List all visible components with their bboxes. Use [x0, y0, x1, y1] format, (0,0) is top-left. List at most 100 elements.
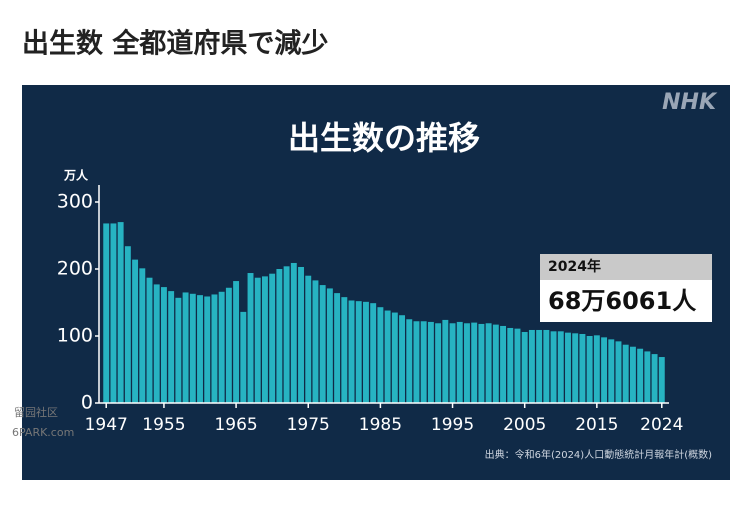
y-tick-label: 200	[57, 258, 93, 280]
bar	[240, 311, 247, 403]
bar	[514, 328, 521, 403]
bar	[124, 246, 131, 403]
bar	[478, 323, 485, 403]
bar	[182, 292, 189, 403]
bar	[117, 222, 124, 403]
watermark: 6PARK.com	[12, 426, 74, 439]
bar	[290, 262, 297, 403]
y-tick-label: 100	[57, 325, 93, 347]
bar	[153, 284, 160, 403]
x-tick-label: 1985	[359, 415, 402, 435]
callout-body	[540, 280, 712, 322]
bar	[254, 277, 261, 403]
bar	[521, 331, 528, 403]
bar	[370, 303, 377, 403]
x-tick-label: 2015	[575, 415, 618, 435]
bar	[471, 322, 478, 403]
bar	[485, 323, 492, 403]
bar	[103, 223, 110, 403]
bar	[168, 291, 175, 403]
bar	[637, 348, 644, 403]
bar	[658, 357, 665, 403]
bar	[197, 295, 203, 403]
x-tick-label: 1995	[431, 415, 474, 435]
bar	[377, 307, 384, 403]
y-unit: 万人	[63, 168, 89, 183]
callout-title: 2024年	[548, 258, 601, 275]
bar	[427, 321, 434, 403]
bar	[629, 346, 636, 403]
bar	[442, 319, 449, 403]
chart-title: 出生数の推移	[288, 119, 480, 157]
bar	[305, 275, 312, 403]
bar	[225, 287, 232, 403]
bar	[492, 324, 499, 403]
watermark: 留园社区	[14, 405, 58, 419]
y-tick-label: 0	[81, 392, 93, 414]
x-tick-label: 1975	[287, 415, 330, 435]
bar	[601, 337, 608, 403]
bar	[132, 259, 139, 403]
bar	[413, 321, 420, 403]
bar	[622, 344, 629, 403]
bar	[586, 336, 593, 403]
bar	[543, 329, 550, 403]
bar	[334, 293, 341, 403]
bar	[384, 310, 391, 403]
logo: NHK	[662, 90, 718, 115]
y-tick-label: 300	[57, 191, 93, 213]
bar	[449, 323, 456, 403]
bar	[391, 312, 398, 403]
x-tick-label: 1955	[142, 415, 185, 435]
bar	[565, 332, 571, 403]
bar	[110, 223, 117, 403]
bar	[341, 297, 348, 403]
bar	[218, 291, 225, 403]
bar	[464, 323, 470, 403]
bar	[233, 281, 240, 403]
bar	[283, 266, 290, 403]
bar	[326, 288, 333, 403]
page-title: 出生数 全都道府県で減少	[22, 28, 328, 60]
bar	[211, 294, 218, 403]
bar	[276, 269, 283, 403]
bar	[146, 277, 153, 403]
bar	[298, 266, 304, 403]
bar	[247, 273, 254, 403]
bar	[435, 323, 442, 403]
x-tick-label: 1947	[85, 415, 128, 435]
source: 出典：令和6年(2024)人口動態統計月報年計(概数)	[485, 448, 713, 461]
bar	[557, 331, 564, 403]
bar	[579, 333, 586, 403]
bar	[355, 301, 362, 403]
bar	[651, 354, 658, 403]
bar	[204, 296, 211, 403]
bar	[550, 331, 557, 403]
bar	[175, 297, 182, 403]
bar	[269, 273, 276, 403]
bar	[348, 300, 355, 403]
bar	[456, 321, 463, 403]
bar	[608, 339, 615, 403]
x-tick-label: 1965	[214, 415, 257, 435]
bar	[139, 268, 146, 403]
bar	[644, 351, 651, 403]
bar	[406, 319, 413, 403]
bar	[528, 329, 535, 403]
bar	[572, 333, 579, 403]
bar	[507, 327, 514, 403]
bar	[399, 315, 405, 403]
bar	[189, 293, 196, 403]
bar	[312, 280, 319, 403]
bar	[261, 276, 268, 403]
bar	[363, 301, 369, 403]
bar	[536, 329, 543, 403]
callout-header	[540, 254, 712, 280]
x-tick-label: 2024	[640, 415, 683, 435]
bar	[500, 325, 507, 403]
x-tick-label: 2005	[503, 415, 546, 435]
bar	[593, 335, 600, 403]
bar	[160, 287, 167, 403]
